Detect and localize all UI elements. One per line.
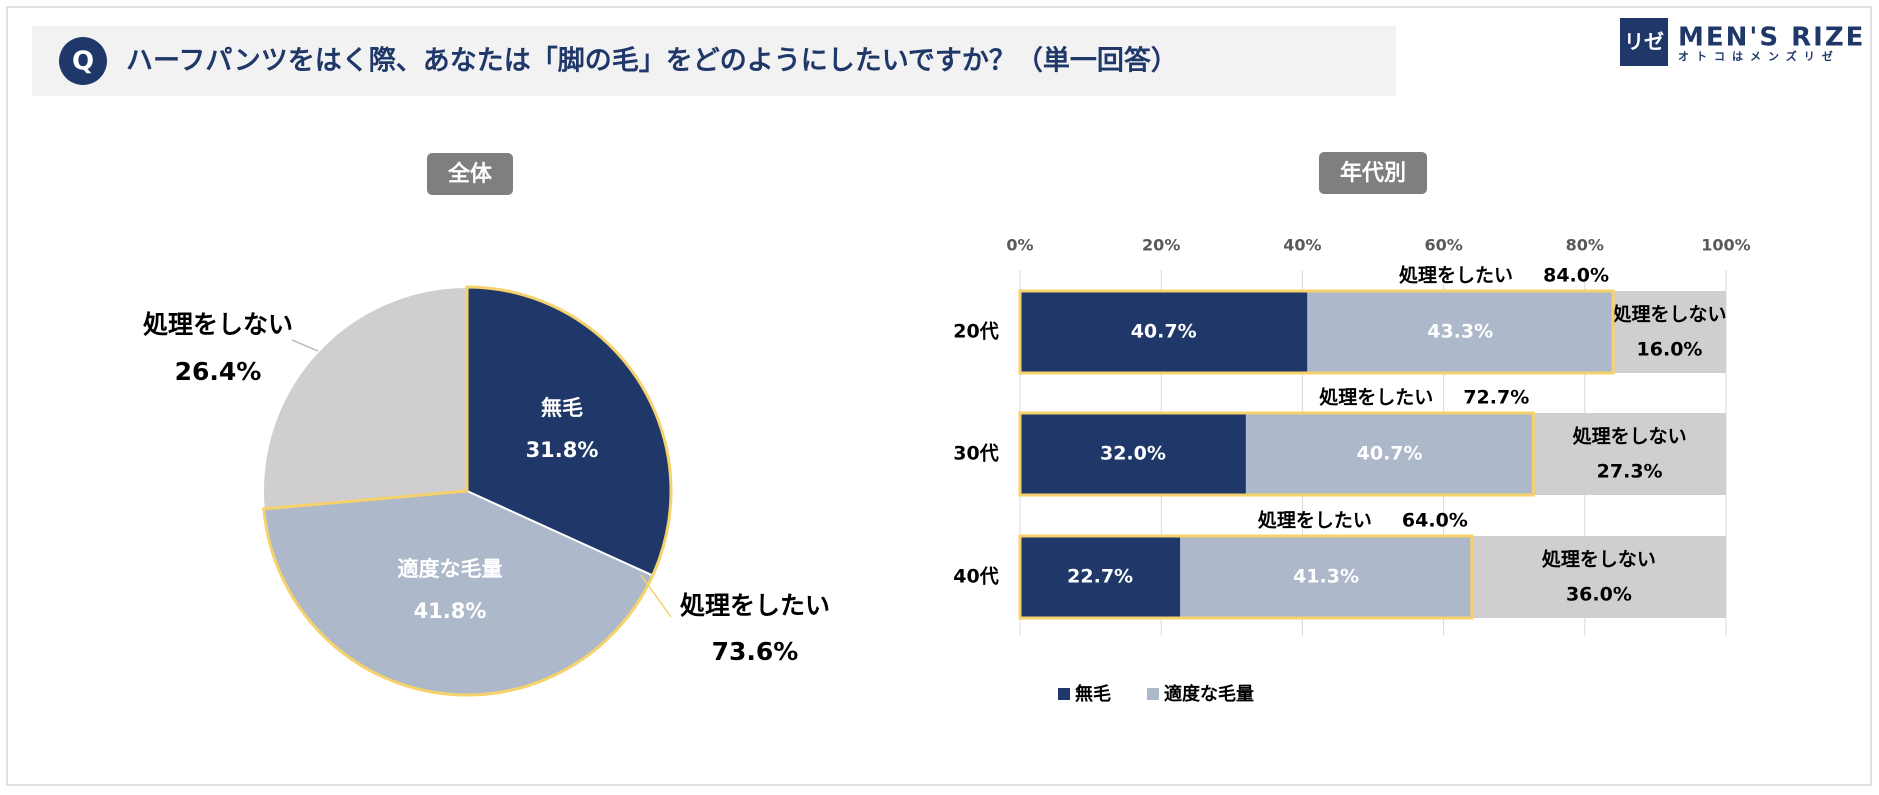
bar-name: 処理をしない: [1613, 303, 1727, 326]
slice-label: 無毛: [541, 396, 583, 420]
bar-value: 16.0%: [1637, 339, 1703, 361]
bar-value: 40.7%: [1131, 321, 1197, 343]
group-value: 73.6%: [712, 637, 799, 666]
question-box: [32, 26, 1396, 96]
bar: [1533, 413, 1726, 495]
x-tick-label: 20%: [1142, 236, 1180, 255]
y-tick-label: 20代: [953, 321, 998, 343]
group-label: 処理をしたい: [680, 591, 830, 620]
y-tick-label: 40代: [953, 566, 998, 588]
group-outline: [1018, 289, 1615, 375]
slice-value: 31.8%: [526, 438, 599, 462]
y-tick-label: 30代: [953, 443, 998, 465]
group-label: 処理をしたい: [1319, 386, 1433, 409]
bar: [1020, 291, 1308, 373]
bar-value: 40.7%: [1357, 443, 1423, 465]
bar-value: 22.7%: [1067, 566, 1133, 588]
bar-value: 36.0%: [1566, 584, 1632, 606]
bar: [1245, 413, 1534, 495]
bar: [1020, 413, 1246, 495]
group-value: 64.0%: [1402, 510, 1468, 532]
group-value: 84.0%: [1543, 265, 1609, 287]
question: ハーフパンツをはく際、あなたは「脚の毛」をどのようにしたいですか？（単一回答）: [126, 45, 1178, 77]
legend-label: 適度な毛量: [1164, 683, 1254, 705]
group-value: 72.7%: [1463, 387, 1529, 409]
logo-tagline: オトコはメンズリゼ: [1678, 49, 1840, 63]
badge: [59, 37, 107, 85]
leader: [640, 574, 672, 618]
x-tick-label: 100%: [1701, 236, 1750, 255]
x-tick-label: 80%: [1566, 236, 1604, 255]
pie-slice: [262, 285, 468, 511]
legend-label: 無毛: [1075, 683, 1111, 705]
legend-swatch: [1147, 688, 1159, 700]
bar-value: 41.3%: [1293, 566, 1359, 588]
group-label: 処理をしたい: [1399, 264, 1513, 287]
slice-value: 41.8%: [414, 599, 487, 623]
logo-mark-text: リゼ: [1624, 30, 1664, 54]
x-tick-label: 60%: [1424, 236, 1462, 255]
bar-value: 43.3%: [1427, 321, 1493, 343]
bar-value: 32.0%: [1100, 443, 1166, 465]
slice-label: 処理をしない: [143, 310, 293, 339]
bar: [1613, 291, 1726, 373]
logo-name: MEN'S RIZE: [1678, 23, 1865, 53]
group-outline: [1018, 534, 1474, 620]
bar-title-pill: [1319, 152, 1427, 194]
bar-title: 年代別: [1340, 160, 1406, 186]
leader: [291, 339, 319, 352]
legend-swatch: [1058, 688, 1070, 700]
slice-label: 適度な毛量: [398, 557, 503, 581]
slice-value: 26.4%: [175, 357, 262, 386]
pie-title-pill: [427, 153, 513, 195]
badge-text: Q: [72, 47, 94, 77]
bar: [1180, 536, 1472, 618]
bar: [1307, 291, 1614, 373]
group-outline: [262, 285, 673, 697]
group-label: 処理をしたい: [1258, 509, 1372, 532]
x-tick-label: 40%: [1283, 236, 1321, 255]
bar: [1471, 536, 1726, 618]
bar-value: 27.3%: [1597, 461, 1663, 483]
bar: [1020, 536, 1181, 618]
bar-name: 処理をしない: [1573, 425, 1687, 448]
bar-name: 処理をしない: [1542, 548, 1656, 571]
logo-mark: [1620, 18, 1668, 66]
group-outline: [1018, 411, 1535, 497]
x-tick-label: 0%: [1006, 236, 1033, 255]
pie-title: 全体: [447, 161, 493, 187]
